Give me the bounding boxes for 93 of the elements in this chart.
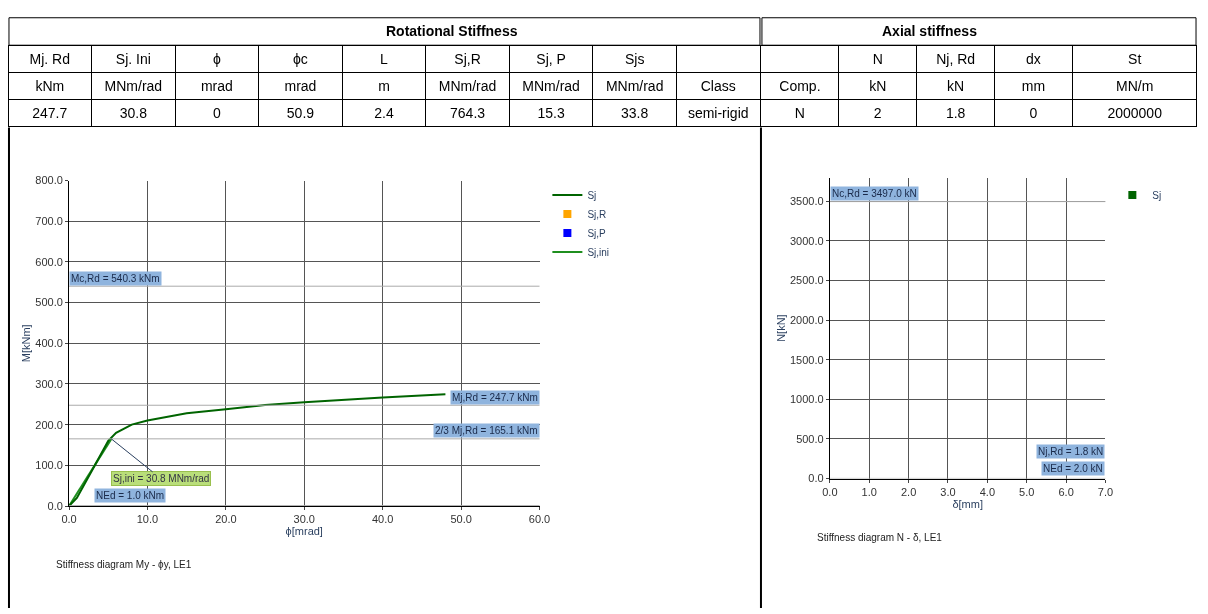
legend-label: Sj bbox=[1152, 189, 1162, 201]
y-tick-label: 1500.0 bbox=[790, 353, 824, 366]
x-axis-title: δ[mm] bbox=[952, 497, 983, 510]
y-tick-label: 500.0 bbox=[35, 296, 63, 309]
text: 1.8 bbox=[945, 104, 966, 121]
y-tick-label: 0.0 bbox=[47, 499, 63, 512]
text: Sj,R bbox=[454, 50, 481, 67]
text: 2 bbox=[873, 104, 882, 121]
x-tick-label: 6.0 bbox=[1058, 485, 1074, 498]
ref-line-label: NEd = 1.0 kNm bbox=[96, 490, 165, 501]
text: MN/m bbox=[1116, 77, 1154, 94]
x-tick-label: 5.0 bbox=[1019, 485, 1035, 498]
text: MNm/rad bbox=[605, 77, 664, 94]
text: ϕc bbox=[293, 50, 308, 67]
text: 0 bbox=[1029, 104, 1038, 121]
text: Class bbox=[700, 77, 736, 94]
x-tick-label: 2.0 bbox=[900, 485, 917, 498]
x-tick-label: 30.0 bbox=[293, 513, 315, 526]
text: L bbox=[380, 50, 389, 67]
x-tick-label: 0.0 bbox=[822, 485, 838, 498]
x-tick-label: 3.0 bbox=[940, 485, 956, 498]
text: 2000000 bbox=[1107, 104, 1163, 121]
legend-label: Sj,P bbox=[587, 227, 607, 239]
ref-line-label: Mc,Rd = 540.3 kNm bbox=[71, 273, 160, 284]
x-tick-label: 4.0 bbox=[979, 485, 995, 498]
y-tick-label: 700.0 bbox=[35, 215, 63, 228]
text: Nj, Rd bbox=[936, 50, 976, 67]
x-tick-label: 7.0 bbox=[1097, 485, 1114, 498]
y-tick-label: 3500.0 bbox=[790, 195, 824, 208]
y-tick-label: 0.0 bbox=[808, 472, 824, 485]
x-axis-title: ϕ[mrad] bbox=[285, 525, 323, 538]
y-tick-label: 100.0 bbox=[35, 459, 63, 472]
ref-line-label: NEd = 2.0 kN bbox=[1043, 463, 1103, 474]
y-axis-title: N[kN] bbox=[774, 314, 787, 342]
text: ϕ bbox=[212, 50, 221, 67]
text: 2.4 bbox=[374, 104, 394, 121]
text: mm bbox=[1021, 77, 1046, 94]
x-tick-label: 0.0 bbox=[61, 513, 77, 526]
x-tick-label: 40.0 bbox=[371, 513, 394, 526]
text: Sj. Ini bbox=[115, 50, 151, 67]
text: Stiffness diagram My - ϕy, LE1 bbox=[56, 559, 192, 570]
text: Sj, P bbox=[536, 50, 566, 67]
x-tick-label: 20.0 bbox=[215, 513, 237, 526]
y-tick-label: 500.0 bbox=[796, 432, 824, 445]
y-tick-label: 400.0 bbox=[35, 337, 63, 350]
text: 247.7 bbox=[32, 104, 68, 121]
text: 50.9 bbox=[286, 104, 315, 121]
text: Stiffness diagram N - δ, LE1 bbox=[817, 532, 943, 543]
y-tick-label: 1000.0 bbox=[790, 393, 824, 406]
ref-line-label: 2/3 Mj,Rd = 165.1 kNm bbox=[435, 425, 538, 436]
x-tick-label: 60.0 bbox=[528, 513, 551, 526]
y-tick-label: 3000.0 bbox=[790, 234, 824, 247]
text: Mj. Rd bbox=[29, 50, 70, 67]
text: N bbox=[794, 104, 805, 121]
y-tick-label: 600.0 bbox=[35, 255, 63, 268]
text: 0 bbox=[212, 104, 221, 121]
text: semi-rigid bbox=[687, 104, 749, 121]
text: Rotational Stiffness bbox=[386, 23, 518, 39]
text: 33.8 bbox=[621, 104, 649, 121]
ref-line-label: Nc,Rd = 3497.0 kN bbox=[832, 188, 917, 199]
y-tick-label: 2000.0 bbox=[790, 314, 824, 327]
y-tick-label: 300.0 bbox=[35, 377, 63, 390]
legend-label: Sj,ini bbox=[587, 246, 610, 258]
y-axis-title: M[kNm] bbox=[19, 324, 32, 363]
text: kNm bbox=[35, 77, 65, 94]
ref-line-label: Mj,Rd = 247.7 kNm bbox=[452, 392, 538, 403]
y-tick-label: 200.0 bbox=[35, 418, 63, 431]
text: 15.3 bbox=[537, 104, 565, 121]
text: MNm/rad bbox=[438, 77, 497, 94]
legend-label: Sj bbox=[587, 189, 597, 201]
text: MNm/rad bbox=[104, 77, 163, 94]
x-tick-label: 1.0 bbox=[861, 485, 877, 498]
text: Comp. bbox=[779, 77, 821, 94]
text: m bbox=[378, 77, 390, 94]
x-tick-label: 10.0 bbox=[136, 513, 159, 526]
text: kN bbox=[947, 77, 965, 94]
legend-label: Sj,R bbox=[587, 208, 607, 220]
annotation: Nj,Rd = 1.8 kN bbox=[1038, 446, 1104, 457]
annotation: Sj,ini = 30.8 MNm/rad bbox=[113, 473, 210, 484]
text: N bbox=[872, 50, 883, 67]
text: dx bbox=[1026, 50, 1041, 67]
y-tick-label: 2500.0 bbox=[790, 274, 824, 287]
text: MNm/rad bbox=[522, 77, 580, 94]
text: 764.3 bbox=[450, 104, 486, 121]
text: mrad bbox=[284, 77, 317, 94]
text: Sjs bbox=[624, 50, 645, 67]
text: 30.8 bbox=[119, 104, 148, 121]
y-tick-label: 800.0 bbox=[35, 174, 63, 187]
text: St bbox=[1128, 50, 1142, 67]
text: kN bbox=[869, 77, 887, 94]
text: mrad bbox=[200, 77, 233, 94]
text: Axial stiffness bbox=[882, 23, 978, 39]
x-tick-label: 50.0 bbox=[450, 513, 472, 526]
